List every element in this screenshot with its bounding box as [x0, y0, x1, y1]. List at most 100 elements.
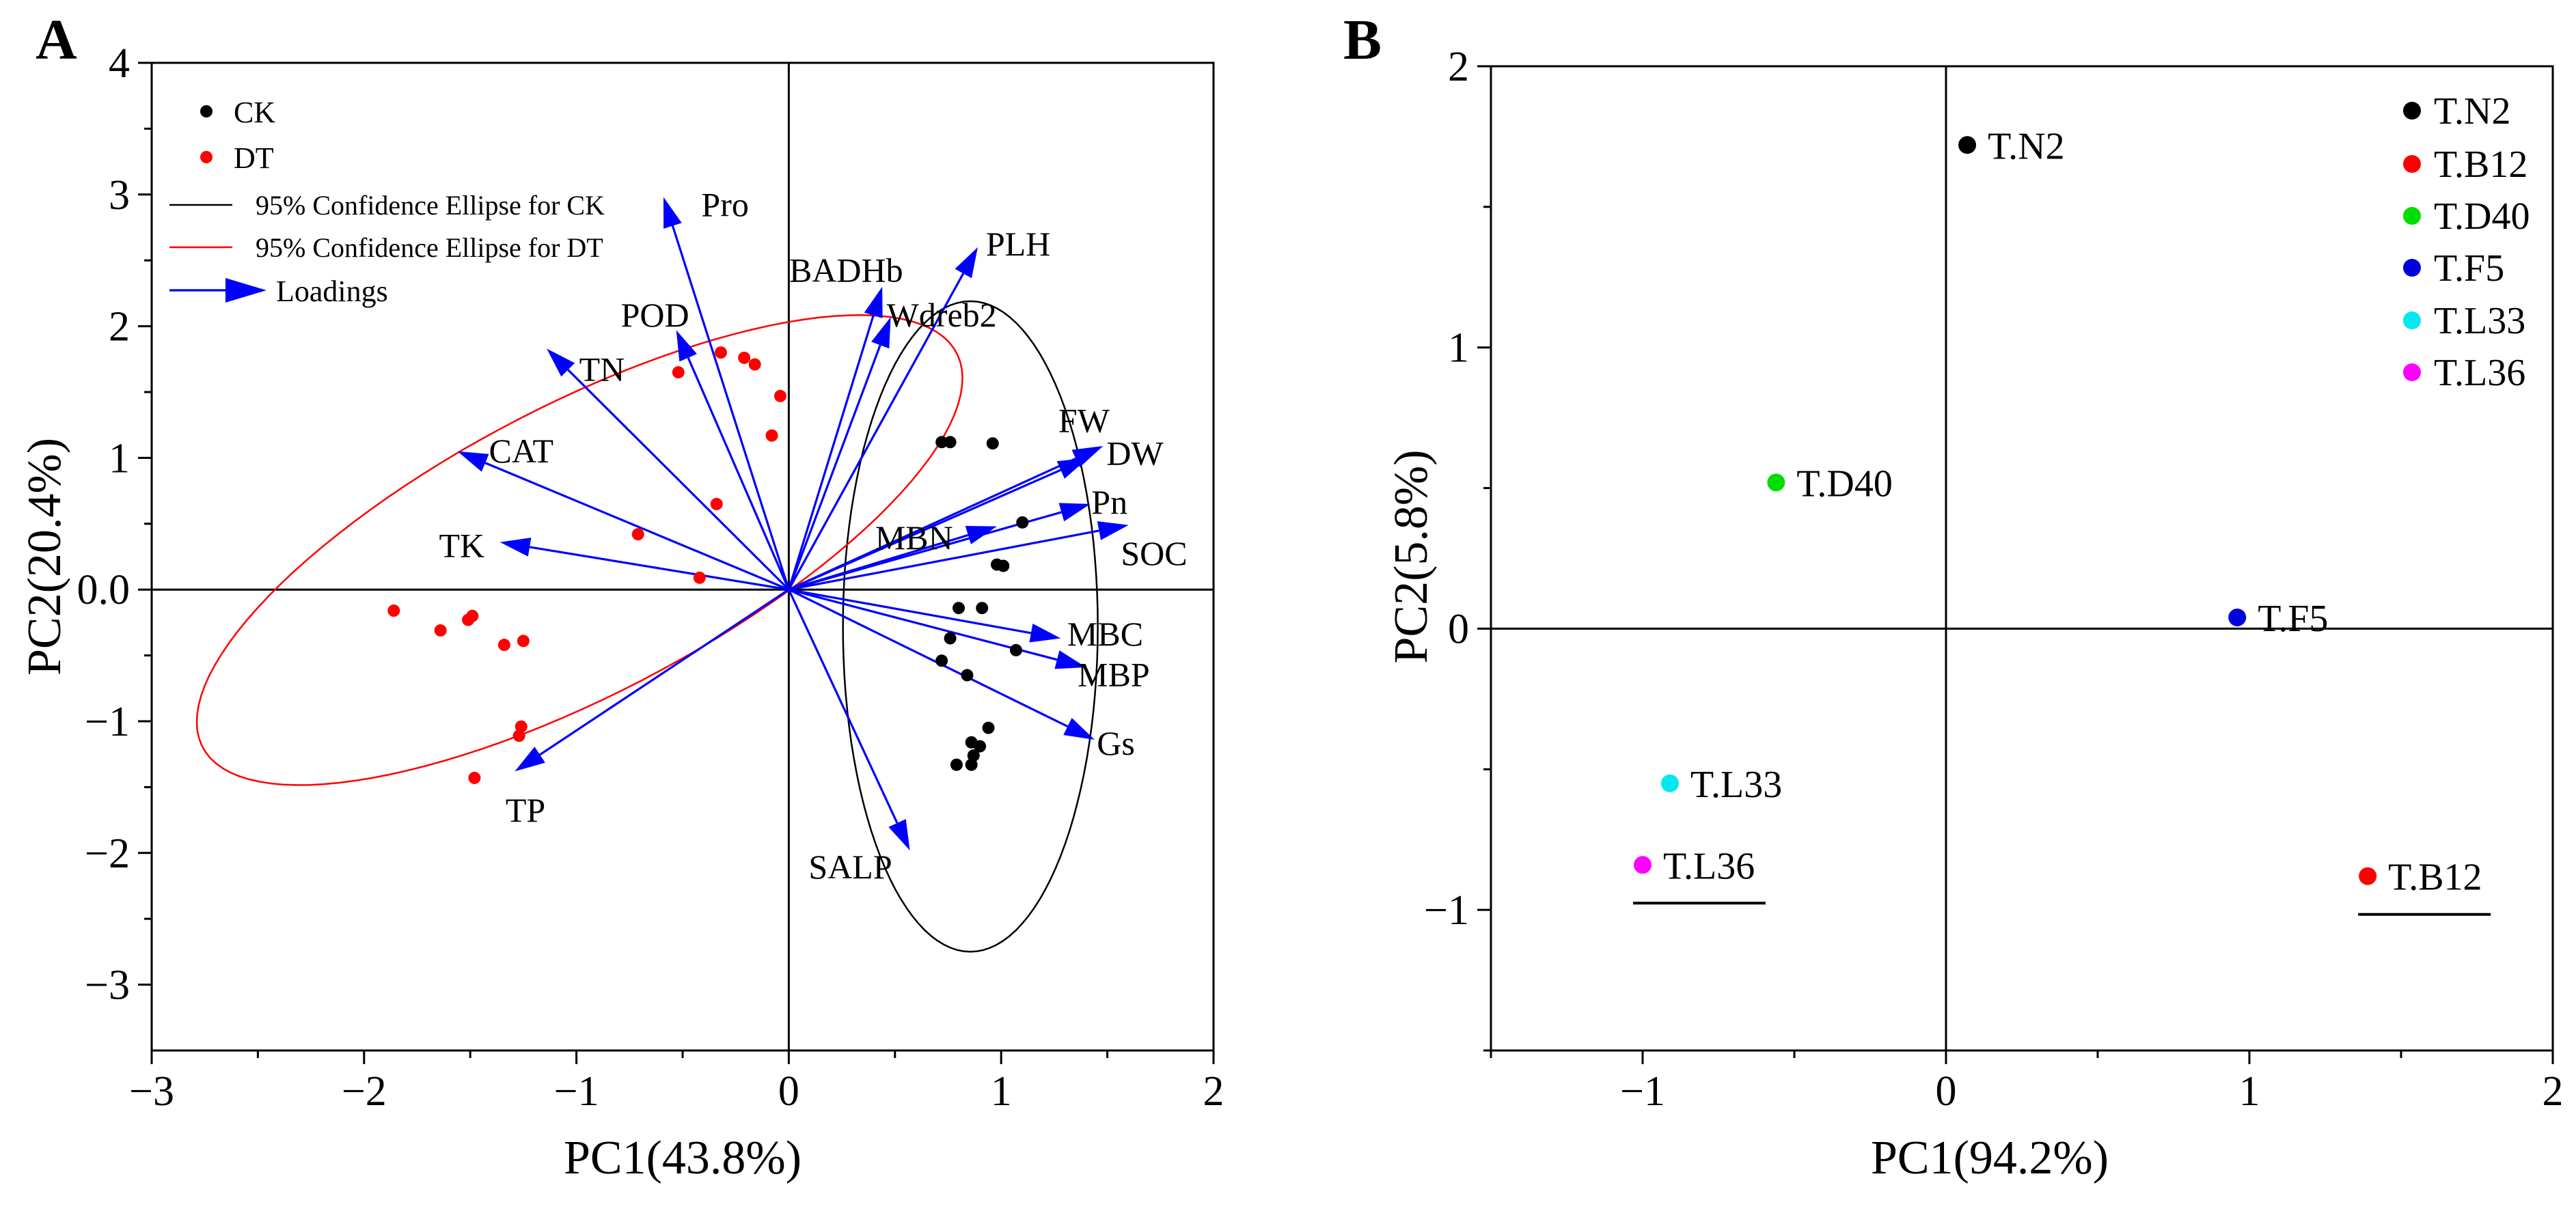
loading-label: SOC [1121, 534, 1187, 572]
scores-a [387, 346, 1029, 784]
legend-marker-tf5 [2403, 259, 2421, 277]
loading-arrow-line [687, 357, 790, 590]
loading-arrow-line [787, 315, 875, 590]
point-td40-label: T.D40 [1796, 462, 1893, 505]
x-tick-label-a: 2 [1203, 1068, 1224, 1115]
loading-label: Pro [701, 185, 748, 223]
panel-letter-a: A [36, 8, 77, 72]
point-ck [944, 436, 957, 449]
legend-marker-td40 [2403, 207, 2421, 225]
x-tick-label-a: −3 [129, 1068, 174, 1115]
point-tb12 [2359, 867, 2377, 885]
x-axis-title-a: PC1(43.8%) [564, 1132, 801, 1184]
loading-label: MBN [875, 518, 953, 557]
legend-marker-tl33 [2403, 311, 2421, 329]
point-ck [950, 758, 963, 771]
y-tick-label-a: 2 [109, 304, 130, 350]
point-dt [710, 497, 723, 510]
loading-arrow-line [787, 273, 965, 590]
y-tick-label-b: 2 [1448, 44, 1469, 90]
point-ck [997, 559, 1010, 572]
loading-arrowhead [864, 286, 883, 318]
point-ck [935, 654, 948, 667]
ellipse-dt [195, 314, 963, 786]
point-dt [512, 729, 525, 742]
point-dt [765, 429, 778, 442]
point-dt [517, 635, 530, 648]
loading-arrowhead [663, 197, 682, 229]
y-tick-label-a: −2 [85, 831, 130, 877]
loading-label: PLH [986, 225, 1050, 263]
point-dt [773, 389, 786, 402]
loading-label: TK [439, 527, 484, 565]
legend-a: CK DT 95% Confidence Ellipse for CK 95% Con… [169, 96, 605, 308]
point-td40 [1767, 473, 1785, 492]
point-dt [468, 771, 481, 784]
y-tick-label-b: 0 [1448, 606, 1469, 652]
x-axis-title-b: PC1(94.2%) [1871, 1132, 2109, 1184]
legend-marker-ck [200, 105, 213, 117]
legend-label: T.L33 [2434, 300, 2525, 342]
point-tl33 [1660, 774, 1679, 792]
y-tick-label-b: 1 [1448, 325, 1469, 372]
y-tick-label-a: 4 [109, 40, 130, 87]
loading-arrow-line [671, 225, 790, 590]
loading-label: TN [579, 350, 625, 388]
point-tl33-label: T.L33 [1690, 764, 1782, 806]
point-ck [1009, 643, 1022, 656]
panel-a: A −3 −2 −1 0 1 2 −3 −2 −1 0.0 1 2 3 4 Pro PLH BADHb Wdre… [18, 8, 1224, 1184]
point-tl36 [1634, 856, 1652, 874]
x-tick-label-b: −1 [1620, 1068, 1665, 1115]
legend-label: CK [234, 96, 275, 129]
point-dt [515, 720, 527, 733]
point-dt [748, 358, 761, 371]
loading-arrowhead [1054, 650, 1086, 669]
legend-b: T.N2 T.B12 T.D40 T.F5 T.L33 T.L36 [2403, 90, 2530, 394]
panel-b: B −1 0 1 2 −1 0 1 2 T.N2 T.D40 T.F5 T.L33 T.L36 T.B1… [1343, 8, 2564, 1184]
loading-label: MBC [1067, 615, 1143, 653]
loading-label: CAT [489, 432, 553, 470]
point-dt [714, 346, 727, 359]
y-tick-label-b: −1 [1424, 887, 1469, 934]
loading-arrow-line [529, 546, 789, 591]
loading-arrowhead [888, 819, 910, 850]
point-ck [935, 436, 948, 449]
point-tb12-label: T.B12 [2388, 857, 2482, 899]
point-ck [986, 437, 999, 450]
legend-label: DT [234, 141, 274, 175]
point-ck [965, 758, 978, 771]
loading-label: FW [1058, 401, 1110, 439]
point-ck [953, 602, 965, 615]
loading-label: POD [621, 296, 689, 334]
loading-label: TP [506, 791, 545, 829]
loading-label: SALP [808, 848, 892, 886]
legend-label: Loadings [276, 275, 388, 308]
loading-arrowhead [965, 526, 997, 544]
loading-arrow-line [567, 369, 790, 591]
y-axis-title-b: PC2(5.8%) [1385, 449, 1438, 663]
point-ck [974, 740, 987, 753]
legend-label: T.B12 [2434, 143, 2527, 186]
legend-label: T.N2 [2434, 90, 2511, 133]
y-tick-label-a: −1 [85, 699, 130, 745]
loading-arrow-line [788, 457, 1077, 591]
loading-arrow-line [789, 588, 1032, 635]
x-tick-label-a: −2 [342, 1068, 387, 1115]
loading-arrowhead [457, 451, 489, 472]
loading-arrowhead [499, 538, 532, 557]
point-tf5-label: T.F5 [2258, 598, 2328, 640]
point-ck [976, 602, 989, 615]
point-tf5 [2228, 608, 2247, 626]
y-tick-label-a: 3 [109, 172, 130, 219]
ellipse-ck [842, 300, 1099, 953]
point-dt [693, 571, 706, 584]
point-dt [738, 351, 751, 364]
x-tick-label-b: 1 [2239, 1068, 2260, 1115]
loading-arrowhead [676, 330, 698, 362]
confidence-ellipses-a [195, 300, 1099, 953]
y-tick-label-a: 1 [109, 435, 130, 482]
panel-letter-b: B [1343, 8, 1382, 72]
point-dt [672, 366, 685, 379]
